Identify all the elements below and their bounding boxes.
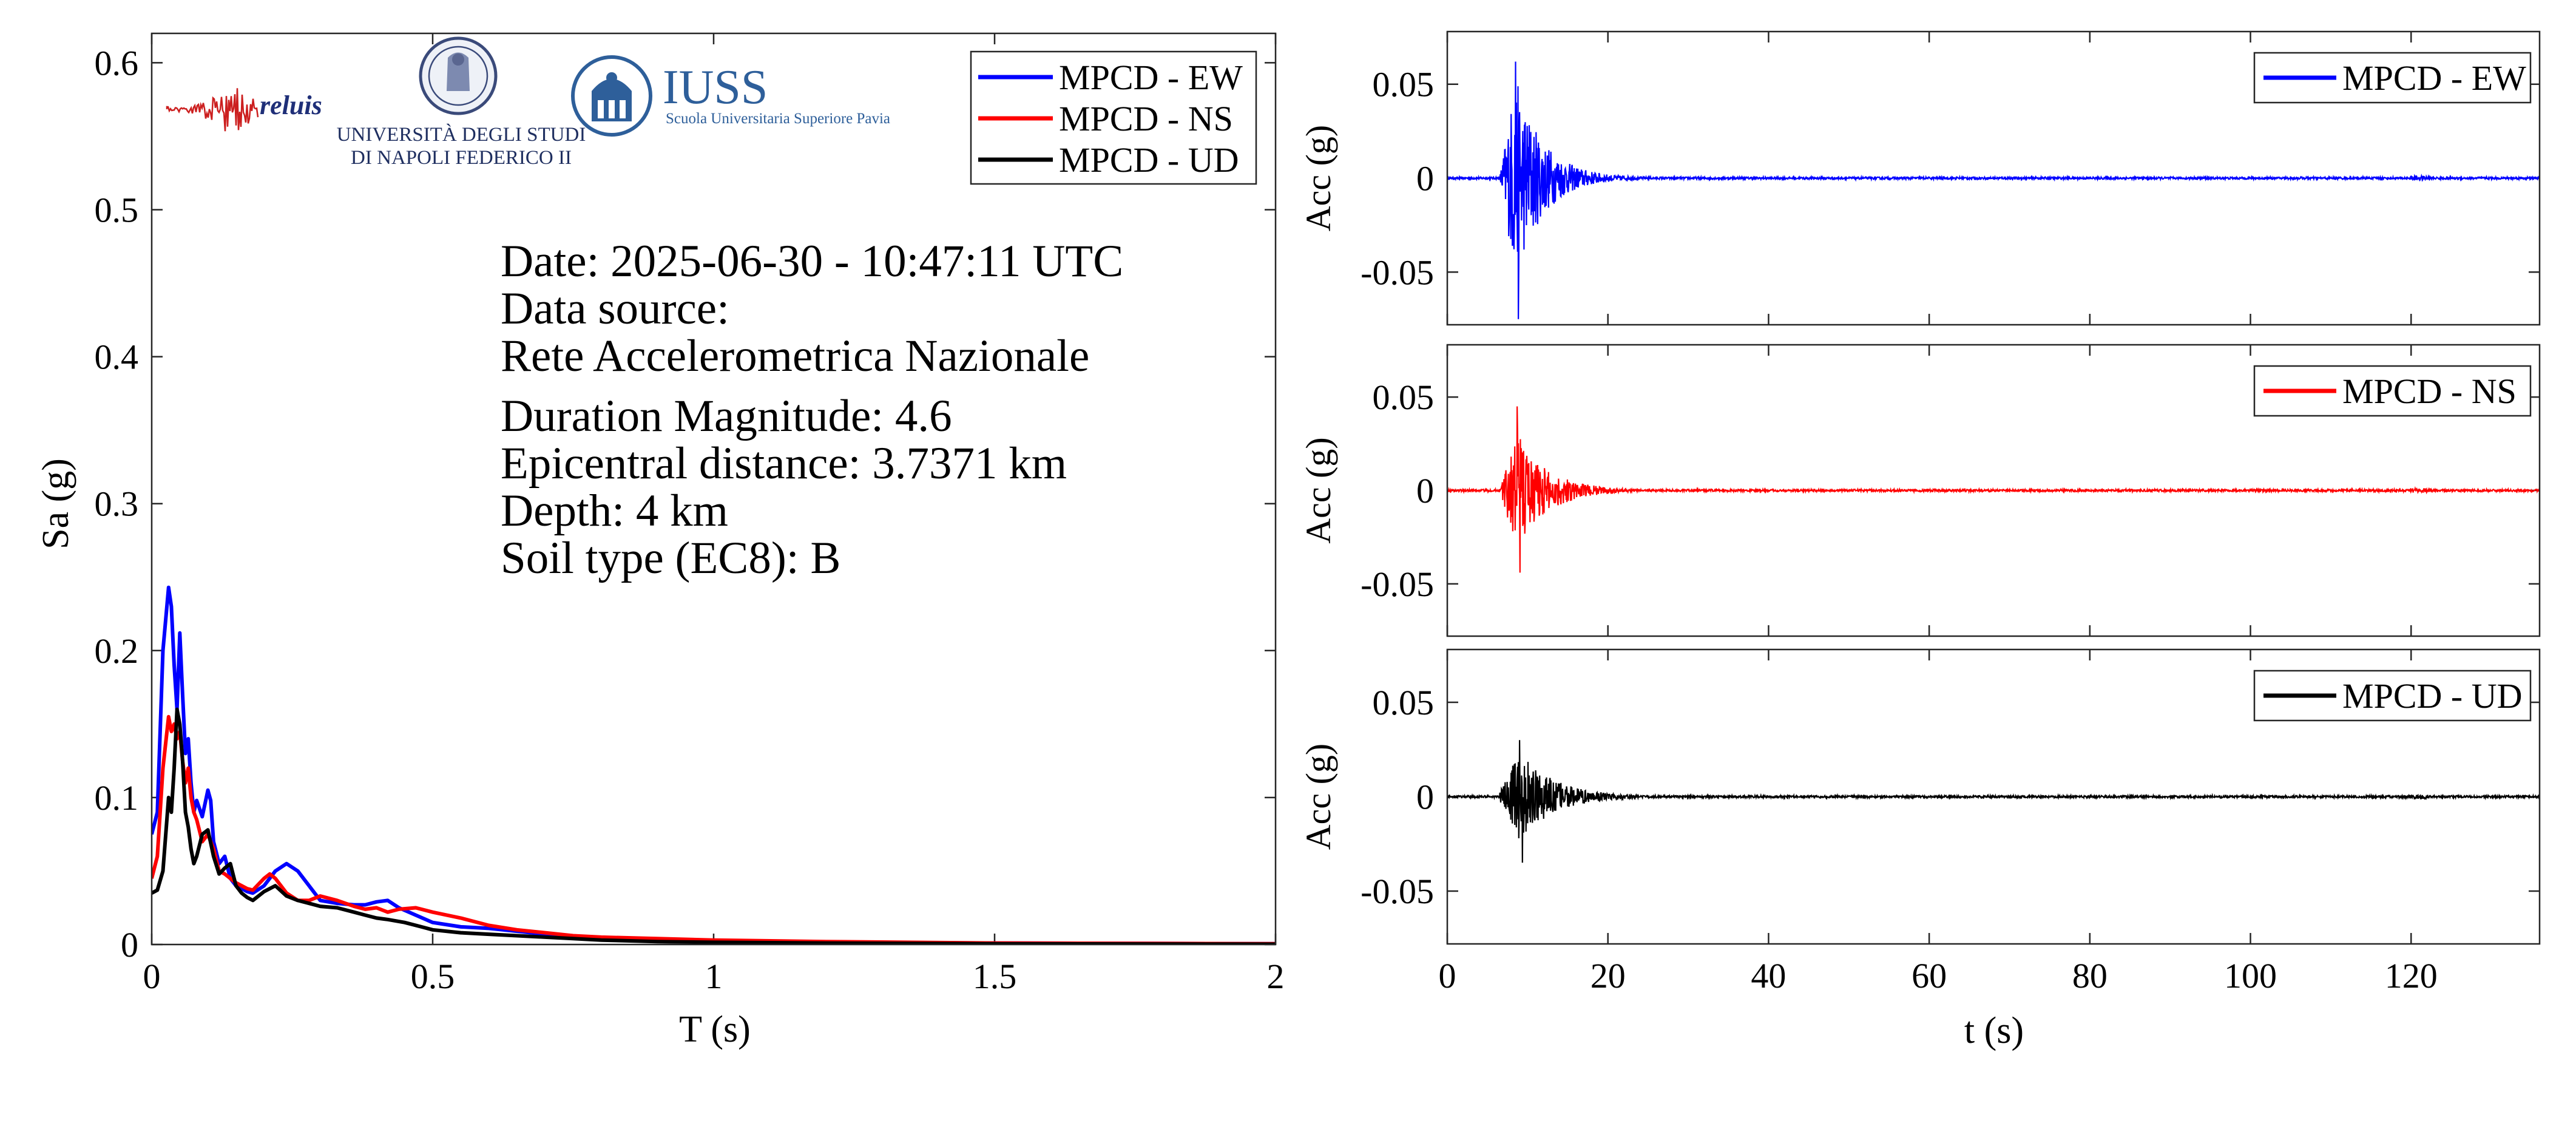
y-tick-label: 0.6 bbox=[95, 43, 139, 83]
unina-logo-line2: DI NAPOLI FEDERICO II bbox=[351, 147, 572, 169]
unina-logo-line1: UNIVERSITÀ DEGLI STUDI bbox=[337, 123, 586, 146]
acc-legend-label: MPCD - EW bbox=[2342, 58, 2526, 98]
y-tick-label: 0.05 bbox=[1373, 65, 1435, 104]
y-tick-label: 0.05 bbox=[1373, 378, 1435, 417]
y-tick-label: 0.4 bbox=[95, 337, 139, 377]
annotation-source-label: Data source: bbox=[501, 283, 729, 334]
iuss-logo-subtitle: Scuola Universitaria Superiore Pavia bbox=[666, 110, 890, 127]
y-tick-label: 0.1 bbox=[95, 778, 139, 818]
spectrum-legend: MPCD - EW MPCD - NS MPCD - UD bbox=[970, 50, 1257, 185]
acc-axes-box bbox=[1446, 30, 2541, 326]
y-tick-label: 0.05 bbox=[1373, 683, 1435, 722]
y-tick-label: 0 bbox=[1416, 778, 1434, 817]
x-tick-label: 60 bbox=[1912, 956, 1947, 995]
y-tick-label: -0.05 bbox=[1361, 253, 1434, 292]
acc-axes-box bbox=[1446, 648, 2541, 945]
legend-label-ns: MPCD - NS bbox=[1059, 99, 1233, 138]
x-tick-label: 2 bbox=[1267, 957, 1285, 996]
x-tick-label: 120 bbox=[2385, 956, 2438, 995]
annotation-date: Date: 2025-06-30 - 10:47:11 UTC bbox=[501, 236, 1123, 287]
x-tick-label: 0.5 bbox=[411, 957, 455, 996]
y-tick-label: 0.5 bbox=[95, 191, 139, 230]
x-tick-label: 1 bbox=[705, 957, 723, 996]
time-xlabel: t (s) bbox=[1964, 1010, 2024, 1051]
spectrum-series bbox=[152, 585, 1276, 945]
reluis-seismogram-icon bbox=[166, 88, 259, 132]
acc-ylabel: Acc (g) bbox=[1299, 125, 1338, 232]
x-tick-label: 100 bbox=[2224, 956, 2277, 995]
legend-label-ud: MPCD - UD bbox=[1059, 140, 1239, 180]
annotation-soil: Soil type (EC8): B bbox=[501, 533, 840, 583]
acc-ylabel: Acc (g) bbox=[1299, 744, 1338, 850]
spectrum-panel: Sa (g) T (s) 0 0.5 1 1.5 2 0 0.1 0.2 0.3 0.4 0.5 0.… bbox=[35, 32, 1285, 1050]
x-tick-label: 20 bbox=[1591, 956, 1626, 995]
reluis-logo-text: reluis bbox=[260, 90, 322, 120]
acc-axes-box bbox=[1446, 344, 2541, 637]
acc-panel-mpcd-ns: Acc (g) -0.05 0 0.05 MPCD - NS bbox=[1299, 344, 2541, 637]
spectrum-ylabel: Sa (g) bbox=[35, 458, 76, 549]
acc-trace bbox=[1447, 740, 2540, 863]
spectrum-annotation: Date: 2025-06-30 - 10:47:11 UTC Data sou… bbox=[501, 236, 1123, 583]
spectrum-ticks: 0 0.5 1 1.5 2 0 0.1 0.2 0.3 0.4 0.5 0.6 bbox=[95, 33, 1285, 996]
acc-ylabel: Acc (g) bbox=[1299, 437, 1338, 544]
acceleration-panels: Acc (g) -0.05 0 0.05 MPCD - EW Acc (g) -0.05 0 0… bbox=[1299, 30, 2541, 995]
y-tick-label: -0.05 bbox=[1361, 565, 1434, 604]
acc-panel-mpcd-ew: Acc (g) -0.05 0 0.05 MPCD - EW bbox=[1299, 30, 2541, 326]
spectrum-line-mpcd-ud bbox=[152, 707, 1276, 945]
y-tick-label: -0.05 bbox=[1361, 872, 1434, 911]
x-tick-label: 0 bbox=[143, 957, 161, 996]
acc-trace bbox=[1447, 406, 2540, 573]
y-tick-label: 0.3 bbox=[95, 484, 139, 524]
y-tick-label: 0 bbox=[1416, 471, 1434, 510]
iuss-logo-name: IUSS bbox=[663, 61, 768, 114]
legend-label-ew: MPCD - EW bbox=[1059, 58, 1243, 97]
y-tick-label: 0.2 bbox=[95, 631, 139, 671]
x-tick-label: 40 bbox=[1751, 956, 1786, 995]
x-tick-label: 80 bbox=[2072, 956, 2108, 995]
annotation-source-name: Rete Accelerometrica Nazionale bbox=[501, 331, 1089, 381]
acc-legend-label: MPCD - NS bbox=[2342, 371, 2517, 411]
y-tick-label: 0 bbox=[1416, 159, 1434, 198]
x-tick-label: 0 bbox=[1439, 956, 1456, 995]
reluis-logo: reluis bbox=[166, 88, 322, 132]
spectrum-xlabel: T (s) bbox=[679, 1009, 751, 1050]
acc-legend-label: MPCD - UD bbox=[2342, 676, 2523, 716]
acc-trace bbox=[1447, 61, 2540, 319]
iuss-logo: IUSS Scuola Universitaria Superiore Pavi… bbox=[571, 55, 890, 137]
annotation-magnitude: Duration Magnitude: 4.6 bbox=[501, 391, 952, 441]
y-tick-label: 0 bbox=[121, 925, 138, 965]
unina-logo: UNIVERSITÀ DEGLI STUDI DI NAPOLI FEDERIC… bbox=[337, 36, 586, 169]
acc-panel-mpcd-ud: Acc (g) -0.05 0 0.05 0 20 40 60 80 100 120 MPCD - U… bbox=[1299, 648, 2541, 995]
annotation-distance: Epicentral distance: 3.7371 km bbox=[501, 438, 1067, 489]
x-tick-label: 1.5 bbox=[973, 957, 1017, 996]
annotation-depth: Depth: 4 km bbox=[501, 486, 728, 536]
spectrum-axes-box bbox=[150, 32, 1277, 946]
